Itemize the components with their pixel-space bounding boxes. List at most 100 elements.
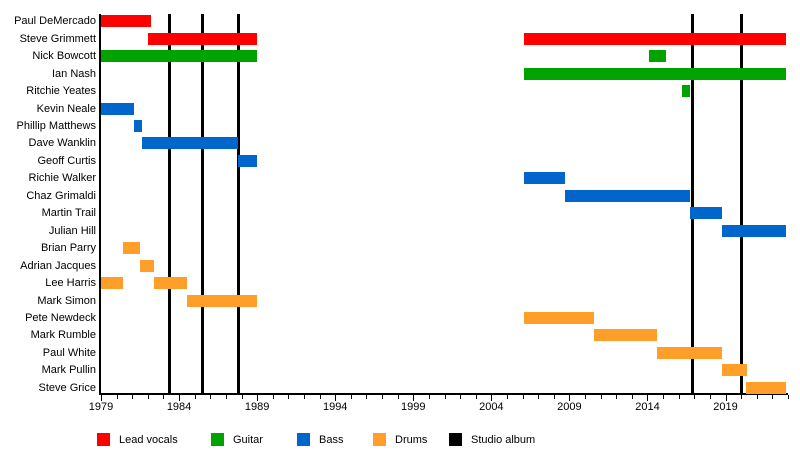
member-label: Ian Nash <box>51 67 96 80</box>
x-axis-tick-label: 1989 <box>244 401 270 413</box>
x-axis-tick <box>678 395 680 399</box>
timeline-bar-bass <box>238 154 258 167</box>
legend-label: Guitar <box>233 434 263 446</box>
legend-swatch-studio_album <box>449 433 462 446</box>
studio-album-line <box>236 14 240 393</box>
member-label: Mark Pullin <box>41 364 96 377</box>
x-axis-tick <box>350 395 352 399</box>
x-axis-tick <box>788 395 789 399</box>
x-axis-tick <box>460 395 462 399</box>
legend-swatch-bass <box>297 433 310 446</box>
x-axis-tick <box>553 395 555 399</box>
timeline-bar-guitar <box>649 50 667 63</box>
timeline-bar-guitar <box>681 85 690 98</box>
legend-label: Studio album <box>471 434 536 446</box>
timeline-bar-drums <box>154 277 187 290</box>
x-axis-tick <box>756 395 758 399</box>
x-axis-tick <box>600 395 602 399</box>
legend-swatch-guitar <box>211 433 224 446</box>
x-axis-tick <box>319 395 321 399</box>
x-axis-tick <box>210 395 212 399</box>
x-axis-tick-label: 1979 <box>88 401 114 413</box>
timeline-bar-drums <box>722 364 748 377</box>
x-axis-tick <box>335 395 337 401</box>
x-axis-tick <box>194 395 196 399</box>
legend-item: Studio album <box>449 433 559 447</box>
legend-item: Guitar <box>211 433 321 447</box>
x-axis-tick <box>631 395 633 399</box>
timeline-bar-bass <box>101 102 134 115</box>
x-axis-tick-label: 2019 <box>713 401 738 413</box>
member-label: Paul DeMercado <box>14 15 96 28</box>
x-axis-tick <box>163 395 165 399</box>
studio-album-line <box>691 14 695 393</box>
timeline-bar-bass <box>141 137 239 150</box>
x-axis-tick <box>413 395 415 401</box>
x-axis-tick <box>444 395 446 399</box>
timeline-bar-drums <box>122 242 141 255</box>
timeline-bar-drums <box>594 329 657 342</box>
legend-swatch-drums <box>373 433 386 446</box>
studio-album-line <box>739 14 743 393</box>
x-axis-tick <box>663 395 665 399</box>
x-axis-tick <box>179 395 181 401</box>
x-axis-tick-label: 1984 <box>166 401 192 413</box>
legend-item: Lead vocals <box>97 433 207 447</box>
member-label: Geoff Curtis <box>37 154 97 167</box>
timeline-bar-lead_vocals <box>147 32 258 45</box>
x-axis-tick-label: 2004 <box>479 401 504 413</box>
x-axis-tick <box>506 395 508 399</box>
x-axis-tick <box>647 395 649 401</box>
x-axis-tick <box>303 395 305 399</box>
timeline-bar-drums <box>140 259 155 272</box>
legend-item: Bass <box>297 433 407 447</box>
x-axis-tick <box>147 395 149 399</box>
timeline-bar-bass <box>722 224 787 237</box>
member-label: Dave Wanklin <box>28 137 96 150</box>
member-label: Richie Walker <box>28 172 96 185</box>
timeline-bar-bass <box>524 172 565 185</box>
member-label: Steve Grice <box>38 381 96 394</box>
x-axis-tick <box>116 395 118 399</box>
legend-swatch-lead_vocals <box>97 433 110 446</box>
member-label: Mark Simon <box>37 294 96 307</box>
timeline-bar-drums <box>186 294 258 307</box>
member-label: Paul White <box>42 346 96 359</box>
timeline-bar-guitar <box>101 50 258 63</box>
x-axis-tick-label: 2014 <box>635 401 660 413</box>
studio-album-line <box>168 14 172 393</box>
x-axis-tick <box>522 395 524 399</box>
y-axis-line <box>99 14 101 395</box>
timeline-bar-drums <box>524 312 595 325</box>
timeline-bar-drums <box>101 277 123 290</box>
x-axis-tick <box>772 395 774 399</box>
x-axis-tick <box>132 395 134 399</box>
x-axis-tick <box>257 395 259 401</box>
x-axis-tick <box>491 395 493 401</box>
legend-label: Lead vocals <box>119 434 178 446</box>
x-axis-tick-label: 1999 <box>401 401 426 413</box>
legend-label: Drums <box>395 434 428 446</box>
member-label: Lee Harris <box>45 277 96 290</box>
x-axis-tick <box>709 395 711 399</box>
timeline-bar-drums <box>745 381 787 394</box>
timeline-bar-drums <box>656 346 723 359</box>
x-axis-tick <box>428 395 430 399</box>
timeline-bar-lead_vocals <box>524 32 787 45</box>
x-axis-tick <box>241 395 243 399</box>
x-axis-tick <box>101 395 102 401</box>
x-axis-tick <box>382 395 384 399</box>
x-axis-tick <box>694 395 696 399</box>
member-label: Chaz Grimaldi <box>26 189 96 202</box>
member-label: Brian Parry <box>40 242 96 255</box>
member-label: Ritchie Yeates <box>26 85 96 98</box>
member-label: Nick Bowcott <box>32 50 96 63</box>
x-axis-tick-label: 1994 <box>322 401 348 413</box>
timeline-bar-bass <box>689 207 723 220</box>
member-label: Phillip Matthews <box>16 119 96 132</box>
x-axis-tick <box>397 395 399 399</box>
member-label: Mark Rumble <box>30 329 96 342</box>
timeline-bar-guitar <box>524 67 787 80</box>
x-axis-tick <box>616 395 618 399</box>
